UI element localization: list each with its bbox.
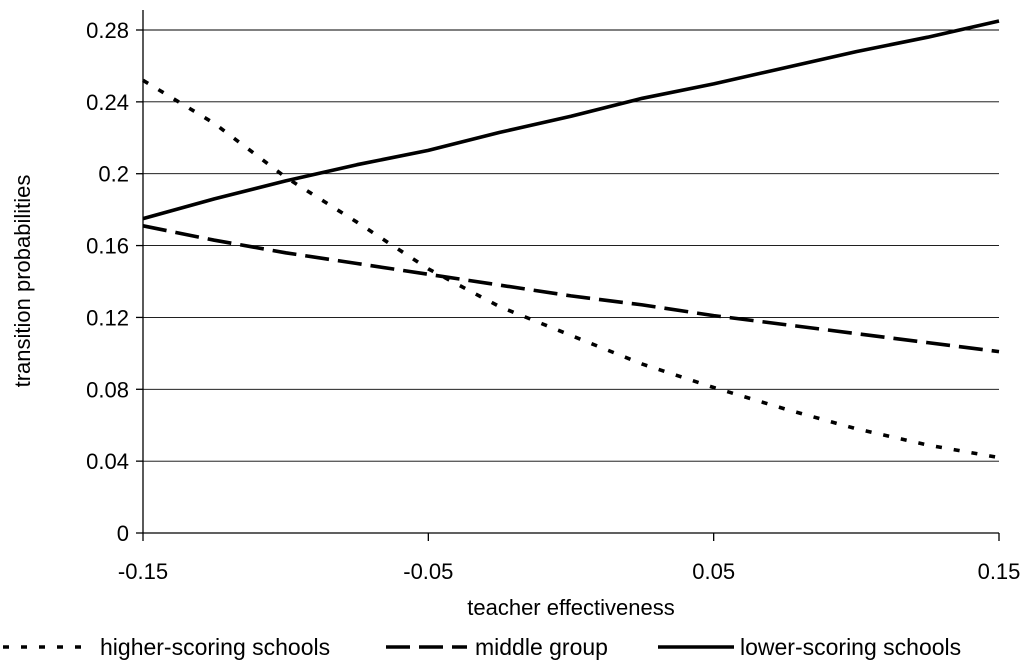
- x-axis-ticks: -0.15 -0.05 0.05 0.15: [118, 533, 1020, 584]
- y-tick-label: 0.2: [98, 162, 129, 187]
- legend: higher-scoring schools middle group lower-…: [3, 634, 961, 660]
- y-axis-title: transition probabilities: [10, 175, 35, 388]
- x-tick-label: 0.05: [692, 559, 735, 584]
- series-line-higher-scoring-schools: [142, 78, 1000, 460]
- y-tick-label: 0: [117, 521, 129, 546]
- legend-label: middle group: [475, 634, 608, 660]
- series-lines: [142, 19, 1000, 460]
- y-tick-label: 0.24: [86, 90, 129, 115]
- x-tick-label: -0.05: [403, 559, 453, 584]
- legend-label: lower-scoring schools: [740, 634, 961, 660]
- y-axis-ticks: 0 0.04 0.08 0.12 0.16 0.2 0.24 0.28: [86, 18, 143, 546]
- y-tick-label: 0.16: [86, 234, 129, 259]
- y-tick-label: 0.12: [86, 305, 129, 330]
- series-line-lower-scoring-schools: [142, 19, 1000, 221]
- y-tick-label: 0.28: [86, 18, 129, 43]
- gridlines: [143, 29, 999, 462]
- y-tick-label: 0.08: [86, 377, 129, 402]
- y-tick-label: 0.04: [86, 449, 129, 474]
- legend-label: higher-scoring schools: [100, 634, 330, 660]
- series-line-middle-group: [142, 224, 1000, 354]
- x-tick-label: -0.15: [118, 559, 168, 584]
- x-axis-title: teacher effectiveness: [467, 595, 675, 620]
- x-tick-label: 0.15: [978, 559, 1021, 584]
